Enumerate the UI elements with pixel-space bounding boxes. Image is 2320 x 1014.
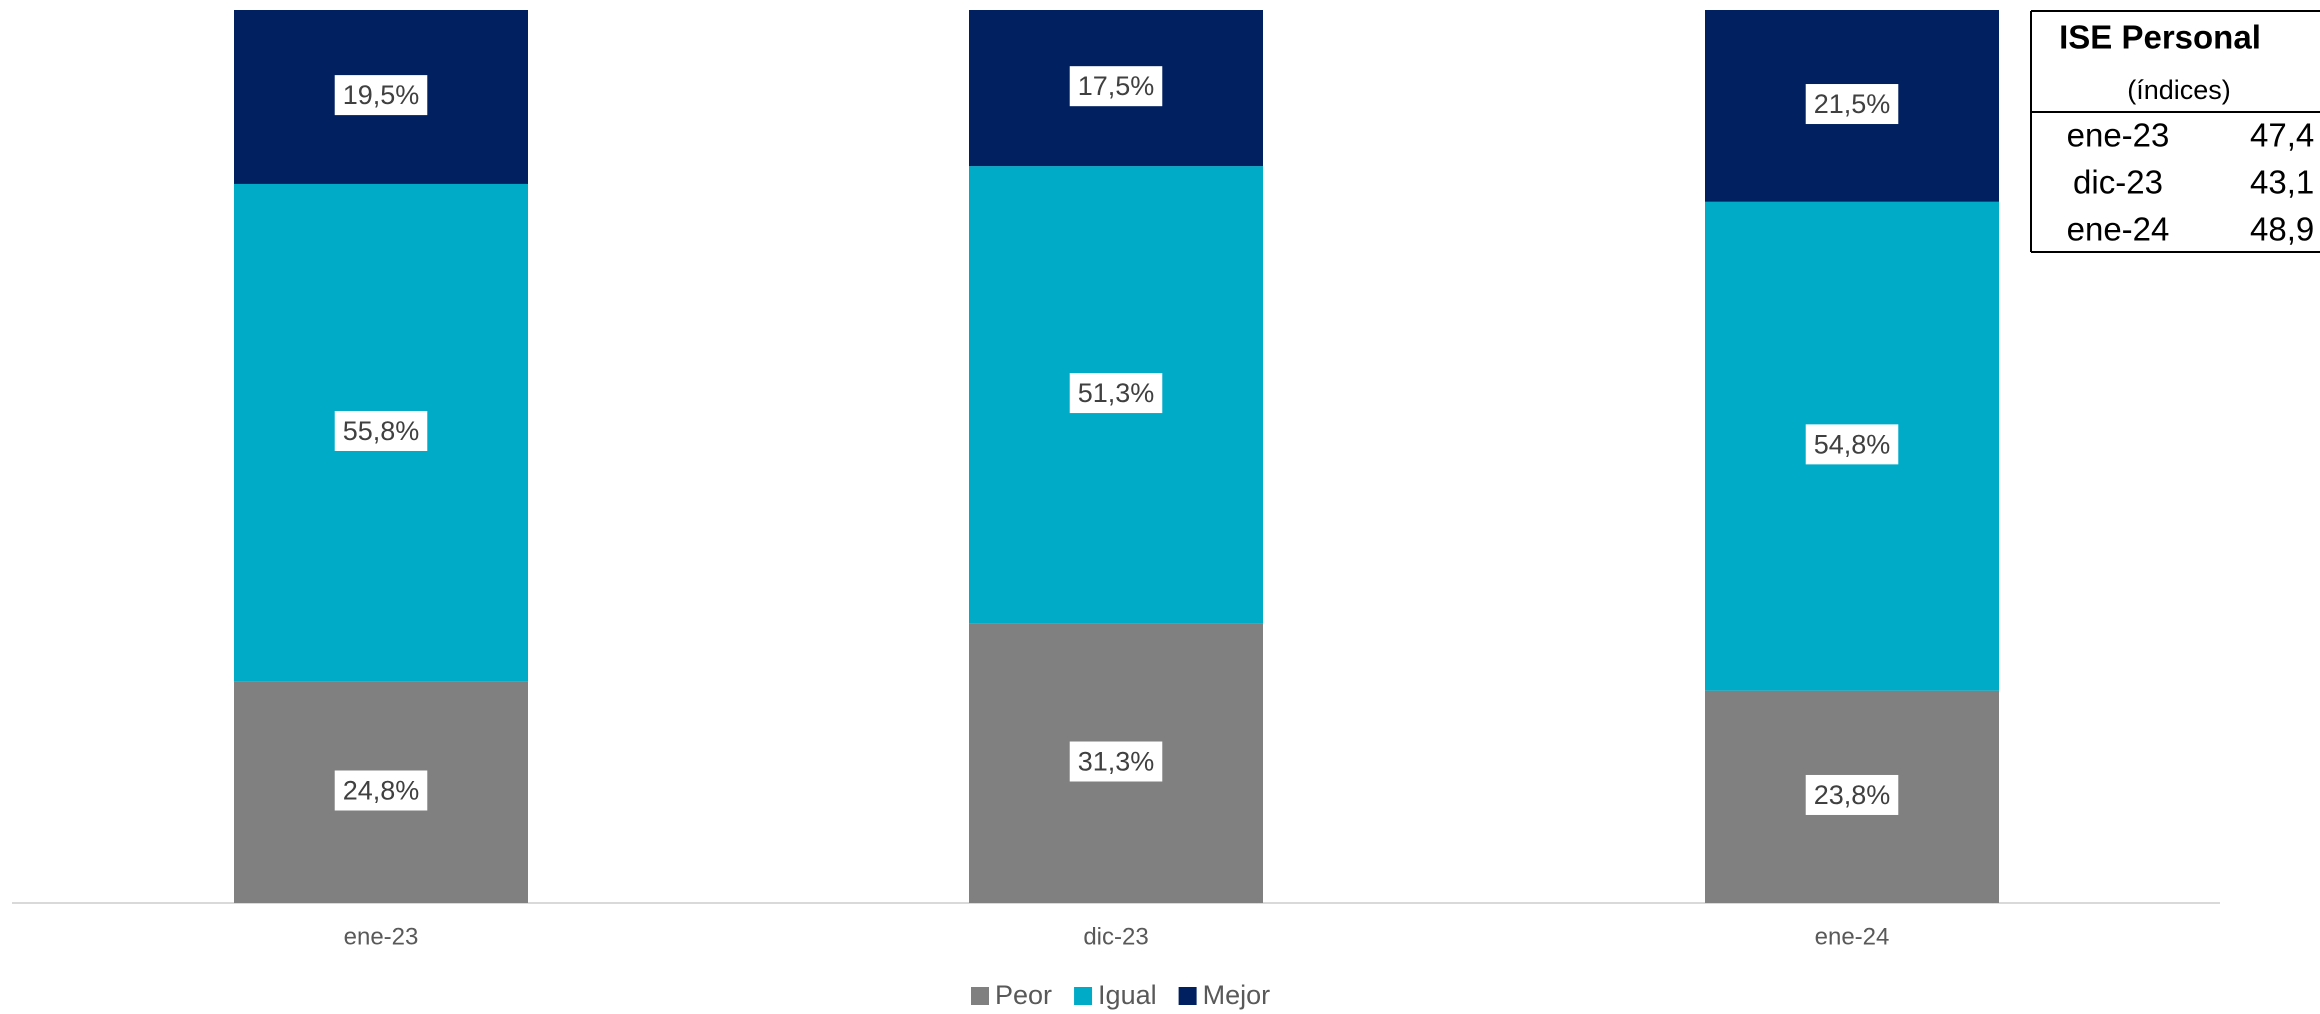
legend-label: Igual — [1098, 980, 1157, 1010]
data-label: 51,3% — [1078, 378, 1155, 408]
table-cell: ene-23 — [2067, 117, 2170, 154]
data-label: 21,5% — [1814, 89, 1891, 119]
data-label-box — [1069, 741, 1163, 782]
data-label: 31,3% — [1078, 747, 1155, 777]
legend-swatch — [971, 987, 989, 1005]
data-label-box — [334, 75, 428, 116]
data-label: 17,5% — [1078, 71, 1155, 101]
data-label: 24,8% — [343, 776, 420, 806]
data-label-box — [334, 770, 428, 811]
table-cell: 43,1 — [2250, 164, 2314, 201]
table-cell: dic-23 — [2073, 164, 2163, 201]
data-label-box — [1069, 373, 1163, 414]
data-label: 54,8% — [1814, 429, 1891, 459]
table-cell: 47,4 — [2250, 117, 2314, 154]
data-label-box — [1805, 84, 1899, 125]
table-cell: 48,9 — [2250, 211, 2314, 248]
x-tick-label: ene-23 — [344, 923, 419, 950]
x-tick-label: ene-24 — [1815, 923, 1890, 950]
data-label: 55,8% — [343, 416, 420, 446]
legend-swatch — [1074, 987, 1093, 1005]
table-subtitle: (índices) — [2127, 75, 2231, 105]
data-label: 19,5% — [343, 80, 420, 110]
data-label-box — [334, 410, 428, 451]
table-title: ISE Personal — [2059, 19, 2261, 56]
info-table: ISE Personal (índices) ene-23 47,4 dic-2… — [2030, 10, 2320, 253]
data-label-box — [1805, 774, 1899, 815]
data-label-box — [1069, 66, 1163, 107]
legend-label: Peor — [995, 980, 1052, 1010]
legend-label: Mejor — [1203, 980, 1271, 1010]
table-cell: ene-24 — [2067, 211, 2170, 248]
data-label: 23,8% — [1814, 780, 1891, 810]
x-tick-label: dic-23 — [1083, 923, 1148, 950]
legend-swatch — [1178, 987, 1197, 1005]
data-label-box — [1805, 424, 1899, 465]
